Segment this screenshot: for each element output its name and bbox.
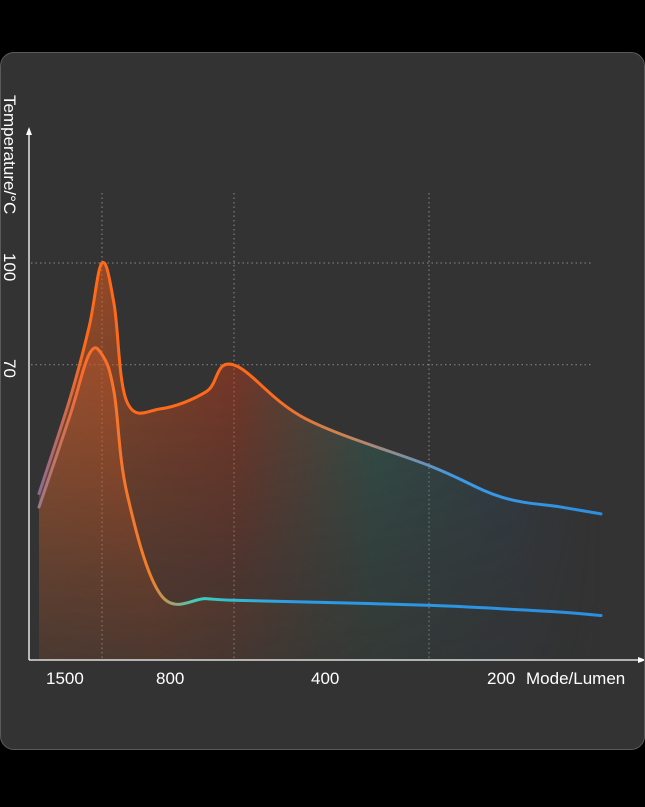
axis-layer: [26, 127, 644, 663]
y-tick-label-70: 70: [0, 359, 19, 378]
chart-panel: Temperature/°C 100 70 1500 800 400 200 Mode/…: [0, 52, 645, 750]
chart-svg: [26, 127, 644, 663]
x-tick-label-200: 200: [487, 669, 516, 688]
x-axis-arrow: [638, 657, 644, 663]
line-layer: [37, 260, 603, 618]
series-0-line: [37, 260, 603, 516]
y-axis-arrow: [26, 127, 32, 135]
x-axis-label: Mode/Lumen: [526, 669, 626, 688]
series-0-area: [39, 262, 601, 660]
x-tick-label-400: 400: [311, 669, 340, 688]
y-tick-label-100: 100: [0, 253, 19, 282]
series-1-line: [37, 346, 603, 618]
area-layer: [39, 262, 601, 660]
series-1-area: [39, 347, 601, 660]
x-tick-label-1500: 1500: [46, 669, 84, 688]
x-tick-label-800: 800: [156, 669, 185, 688]
y-axis-label: Temperature/°C: [0, 95, 19, 215]
